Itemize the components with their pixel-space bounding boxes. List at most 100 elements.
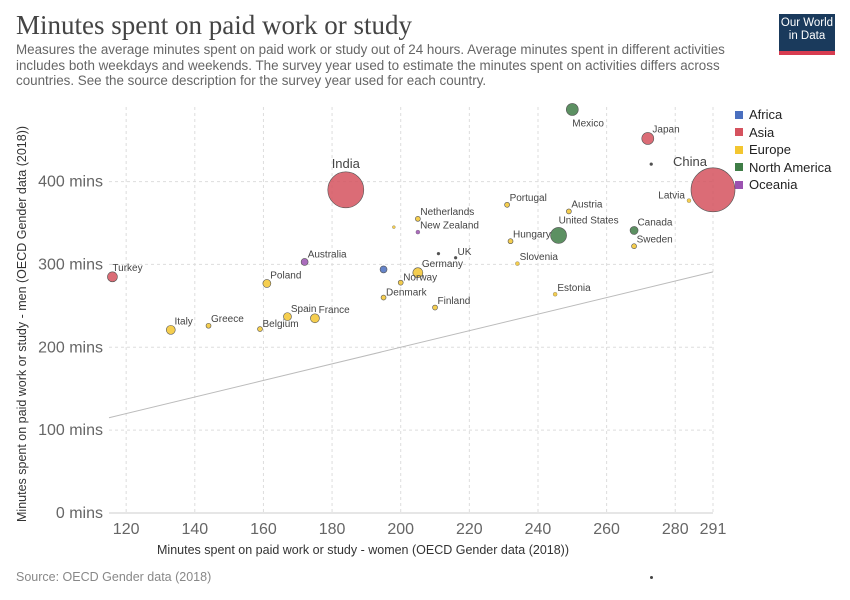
point-japan[interactable] [641, 132, 655, 145]
legend-swatch [735, 128, 743, 137]
point-sweden[interactable] [631, 243, 637, 249]
stray-dot [650, 576, 653, 579]
y-tick-label: 200 mins [38, 339, 103, 356]
point-label: Portugal [510, 193, 547, 204]
point-portugal[interactable] [504, 201, 510, 208]
x-tick-label: 200 [387, 521, 414, 538]
point-norway[interactable] [397, 279, 404, 286]
point-label: Turkey [112, 263, 142, 274]
legend-item-europe[interactable]: Europe [735, 141, 831, 159]
point-label: Australia [308, 249, 347, 260]
point-belgium[interactable] [257, 326, 263, 332]
x-tick-label: 291 [700, 521, 727, 538]
point-latvia[interactable] [686, 198, 692, 203]
point-united-states[interactable] [550, 227, 567, 244]
point-label: France [319, 305, 351, 316]
x-tick-label: 160 [250, 521, 277, 538]
point-denmark[interactable] [380, 294, 387, 301]
x-tick-label: 260 [593, 521, 620, 538]
legend-item-oceania[interactable]: Oceania [735, 176, 831, 194]
y-tick-label: 100 mins [38, 422, 103, 439]
point-label: Italy [174, 317, 192, 328]
point-label: Latvia [658, 191, 685, 202]
point-label: Hungary [513, 229, 551, 240]
legend-swatch [735, 145, 743, 154]
chart-title: Minutes spent on paid work or study [16, 10, 412, 40]
point-netherlands[interactable] [415, 216, 421, 222]
point-greece[interactable] [205, 322, 212, 329]
x-tick-label: 280 [662, 521, 689, 538]
point-poland[interactable] [262, 279, 272, 288]
y-axis-ticks: 0 mins 100 mins 200 mins 300 mins 400 mins [38, 174, 103, 522]
legend-label: Oceania [749, 177, 798, 193]
point-label: Slovenia [520, 252, 559, 263]
point-spain[interactable] [283, 312, 292, 321]
point-label: Spain [291, 304, 317, 315]
legend-label: Europe [749, 142, 791, 158]
x-axis-title: Minutes spent on paid work or study - wo… [157, 543, 569, 557]
point-italy[interactable] [165, 325, 176, 335]
point-new-zealand[interactable] [415, 229, 421, 235]
point-canada[interactable] [629, 226, 639, 235]
point-label: Belgium [263, 319, 299, 330]
chart-subtitle: Measures the average minutes spent on pa… [16, 42, 725, 88]
data-points [107, 103, 736, 335]
point-uk[interactable] [453, 256, 458, 260]
x-tick-label: 180 [319, 521, 346, 538]
legend-label: Africa [749, 107, 783, 123]
grid-lines [109, 107, 714, 514]
y-tick-label: 0 mins [56, 505, 103, 522]
legend-item-africa[interactable]: Africa [735, 106, 831, 124]
point-labels: Mexico Japan China Latvia India Portugal Austr… [112, 118, 707, 330]
point-label: Germany [422, 259, 463, 270]
legend-item-north-america[interactable]: North America [735, 159, 831, 177]
point-unlabeled[interactable] [379, 265, 388, 274]
point-label: China [673, 154, 708, 169]
point-france[interactable] [310, 313, 320, 324]
y-tick-label: 300 mins [38, 256, 103, 273]
point-label: Poland [270, 271, 301, 282]
point-label: Mexico [572, 118, 604, 129]
point-label: New Zealand [420, 221, 479, 232]
legend-swatch [735, 110, 743, 119]
x-tick-label: 240 [525, 521, 552, 538]
y-axis-title: Minutes spent on paid work or study - me… [15, 126, 29, 522]
point-australia[interactable] [300, 258, 309, 266]
point-unlabeled[interactable] [436, 252, 441, 256]
point-label: Greece [211, 314, 244, 325]
point-estonia[interactable] [552, 292, 558, 297]
legend-item-asia[interactable]: Asia [735, 124, 831, 142]
y-tick-label: 400 mins [38, 174, 103, 191]
point-mexico[interactable] [565, 103, 579, 116]
point-turkey[interactable] [107, 271, 118, 283]
legend-label: Asia [749, 124, 775, 140]
owid-logo[interactable]: Our World in Data [779, 14, 835, 55]
point-unlabeled[interactable] [649, 162, 653, 166]
legend-label: North America [749, 159, 832, 175]
point-label: United States [559, 215, 619, 226]
x-tick-label: 220 [456, 521, 483, 538]
point-label: India [332, 156, 361, 171]
point-label: Austria [571, 200, 603, 211]
point-label: UK [458, 247, 472, 258]
point-india[interactable] [327, 171, 365, 209]
x-tick-label: 140 [181, 521, 208, 538]
x-axis-ticks: 120 140 160 180 200 220 240 260 280 291 [113, 521, 727, 538]
point-unlabeled[interactable] [392, 225, 396, 229]
point-finland[interactable] [432, 304, 438, 311]
point-label: Finland [438, 296, 471, 307]
point-china[interactable] [690, 167, 736, 213]
point-austria[interactable] [566, 208, 572, 215]
point-germany[interactable] [412, 267, 424, 279]
point-hungary[interactable] [507, 238, 514, 245]
point-label: Norway [403, 273, 437, 284]
equality-line [108, 271, 714, 419]
point-slovenia[interactable] [515, 261, 520, 266]
x-tick-label: 120 [113, 521, 140, 538]
legend: Africa Asia Europe North America Oceania [735, 106, 831, 194]
point-label: Estonia [557, 283, 591, 294]
logo-line-2: in Data [788, 30, 826, 42]
source-note: Source: OECD Gender data (2018) [16, 570, 212, 584]
point-label: Sweden [637, 234, 673, 245]
